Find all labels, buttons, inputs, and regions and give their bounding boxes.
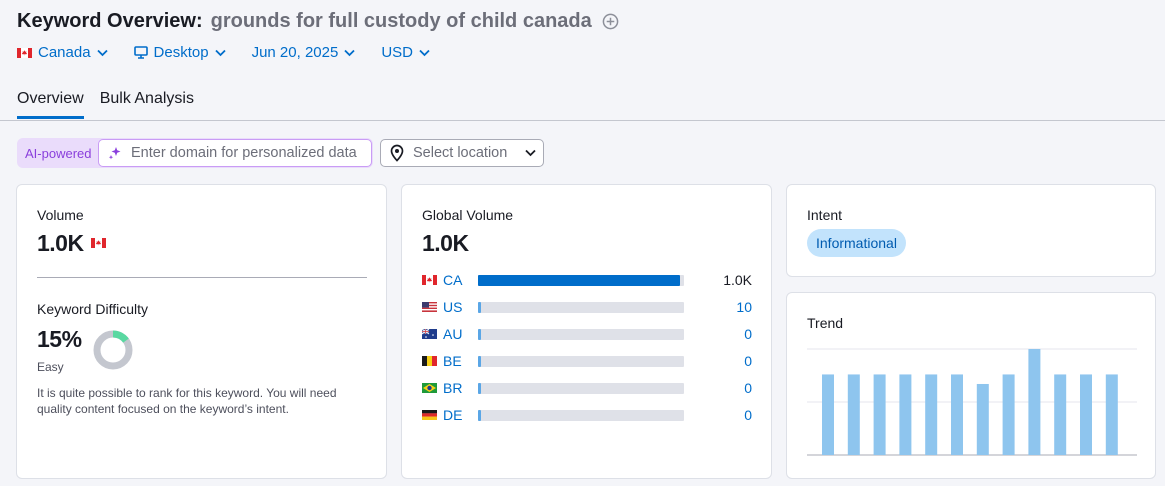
currency-label: USD xyxy=(381,44,413,61)
device-label: Desktop xyxy=(153,44,209,61)
page-header: Keyword Overview: grounds for full custo… xyxy=(17,10,619,33)
tab-bulk-analysis[interactable]: Bulk Analysis xyxy=(99,90,194,107)
germany-flag-icon xyxy=(422,410,437,420)
belgium-flag-icon xyxy=(422,356,437,366)
chevron-down-icon xyxy=(344,49,355,56)
volume-bar xyxy=(478,329,684,340)
difficulty-donut xyxy=(93,330,133,370)
page-title: Keyword Overview: xyxy=(17,10,203,32)
keyword-title: grounds for full custody of child canada xyxy=(210,10,592,32)
country-volume[interactable]: 0 xyxy=(744,326,752,342)
location-placeholder: Select location xyxy=(413,145,508,161)
volume-value: 1.0K xyxy=(37,230,84,256)
chevron-down-icon xyxy=(525,149,536,157)
volume-bar-fill xyxy=(478,356,481,367)
volume-bar-fill xyxy=(478,410,481,421)
country-code[interactable]: CA xyxy=(443,272,463,288)
trend-bar[interactable] xyxy=(899,374,912,455)
country-row-de[interactable]: DE 0 xyxy=(422,407,752,423)
global-volume-card: Global Volume 1.0K CA 1.0K US 10 AU 0 xyxy=(401,184,772,479)
country-code[interactable]: DE xyxy=(443,407,463,423)
ai-powered-badge: AI-powered xyxy=(25,145,92,161)
trend-chart xyxy=(807,348,1137,456)
intent-badge: Informational xyxy=(807,229,906,257)
date-label: Jun 20, 2025 xyxy=(251,44,339,61)
domain-input-placeholder: Enter domain for personalized data xyxy=(131,145,357,161)
chevron-down-icon xyxy=(214,49,226,56)
difficulty-description: It is quite possible to rank for this ke… xyxy=(37,386,337,416)
desktop-icon xyxy=(133,46,148,59)
difficulty-label: Keyword Difficulty xyxy=(37,301,149,317)
trend-bar[interactable] xyxy=(1002,374,1015,455)
country-row-ca[interactable]: CA 1.0K xyxy=(422,272,752,288)
tab-overview[interactable]: Overview xyxy=(17,90,84,119)
tab-divider xyxy=(0,120,1165,121)
volume-bar xyxy=(478,275,684,286)
ai-domain-box: AI-powered Enter domain for personalized… xyxy=(17,138,373,168)
currency-selector[interactable]: USD xyxy=(381,44,430,61)
canada-flag-icon xyxy=(91,238,106,248)
volume-bar-fill xyxy=(478,275,680,286)
sparkle-icon xyxy=(108,147,121,160)
trend-bar[interactable] xyxy=(873,374,886,455)
trend-bar[interactable] xyxy=(1105,374,1118,455)
card-divider xyxy=(37,277,367,278)
country-row-au[interactable]: AU 0 xyxy=(422,326,752,342)
trend-bar[interactable] xyxy=(1054,374,1067,455)
filters-bar: Canada Desktop Jun 20, 2025 USD xyxy=(17,44,456,61)
difficulty-value: 15% xyxy=(37,326,82,352)
volume-bar xyxy=(478,302,684,313)
country-volume: 1.0K xyxy=(723,272,752,288)
volume-bar-fill xyxy=(478,383,481,394)
trend-bar[interactable] xyxy=(951,374,963,455)
country-row-br[interactable]: BR 0 xyxy=(422,380,752,396)
country-code[interactable]: AU xyxy=(443,326,463,342)
volume-bar xyxy=(478,383,684,394)
volume-label: Volume xyxy=(37,207,84,223)
trend-bar[interactable] xyxy=(847,374,860,455)
intent-card: Intent Informational xyxy=(786,184,1156,277)
global-volume-label: Global Volume xyxy=(422,207,514,223)
add-to-list-icon[interactable] xyxy=(602,13,619,30)
country-volume[interactable]: 0 xyxy=(744,353,752,369)
country-volume[interactable]: 0 xyxy=(744,380,752,396)
trend-label: Trend xyxy=(807,315,844,331)
country-code[interactable]: US xyxy=(443,299,463,315)
trend-bar[interactable] xyxy=(925,374,938,455)
intent-label: Intent xyxy=(807,207,843,223)
volume-bar-fill xyxy=(478,329,481,340)
trend-bar[interactable] xyxy=(1080,374,1092,455)
country-label: Canada xyxy=(38,44,91,61)
canada-flag-icon xyxy=(17,47,32,58)
trend-card: Trend xyxy=(786,292,1156,479)
brazil-flag-icon xyxy=(422,383,437,393)
domain-input[interactable]: Enter domain for personalized data xyxy=(98,139,372,167)
country-volume[interactable]: 10 xyxy=(736,299,752,315)
country-row-us[interactable]: US 10 xyxy=(422,299,752,315)
chevron-down-icon xyxy=(96,49,108,56)
date-selector[interactable]: Jun 20, 2025 xyxy=(252,44,356,61)
global-volume-value: 1.0K xyxy=(422,230,469,256)
volume-bar xyxy=(478,410,684,421)
trend-bar[interactable] xyxy=(976,383,989,455)
country-selector[interactable]: Canada xyxy=(17,44,108,61)
location-pin-icon xyxy=(390,144,404,162)
country-code[interactable]: BR xyxy=(443,380,463,396)
difficulty-level: Easy xyxy=(37,360,64,374)
canada-flag-icon xyxy=(422,275,437,285)
tab-bar: Overview Bulk Analysis xyxy=(17,90,194,119)
location-select[interactable]: Select location xyxy=(380,139,544,167)
volume-card: Volume 1.0K Keyword Difficulty 15% Easy … xyxy=(16,184,387,479)
chevron-down-icon xyxy=(419,49,430,56)
australia-flag-icon xyxy=(422,329,437,339)
trend-bar[interactable] xyxy=(1028,349,1041,455)
trend-bar[interactable] xyxy=(822,374,834,455)
volume-bar xyxy=(478,356,684,367)
country-row-be[interactable]: BE 0 xyxy=(422,353,752,369)
country-volume[interactable]: 0 xyxy=(744,407,752,423)
volume-bar-fill xyxy=(478,302,481,313)
us-flag-icon xyxy=(422,302,437,312)
country-code[interactable]: BE xyxy=(443,353,462,369)
device-selector[interactable]: Desktop xyxy=(133,44,226,61)
